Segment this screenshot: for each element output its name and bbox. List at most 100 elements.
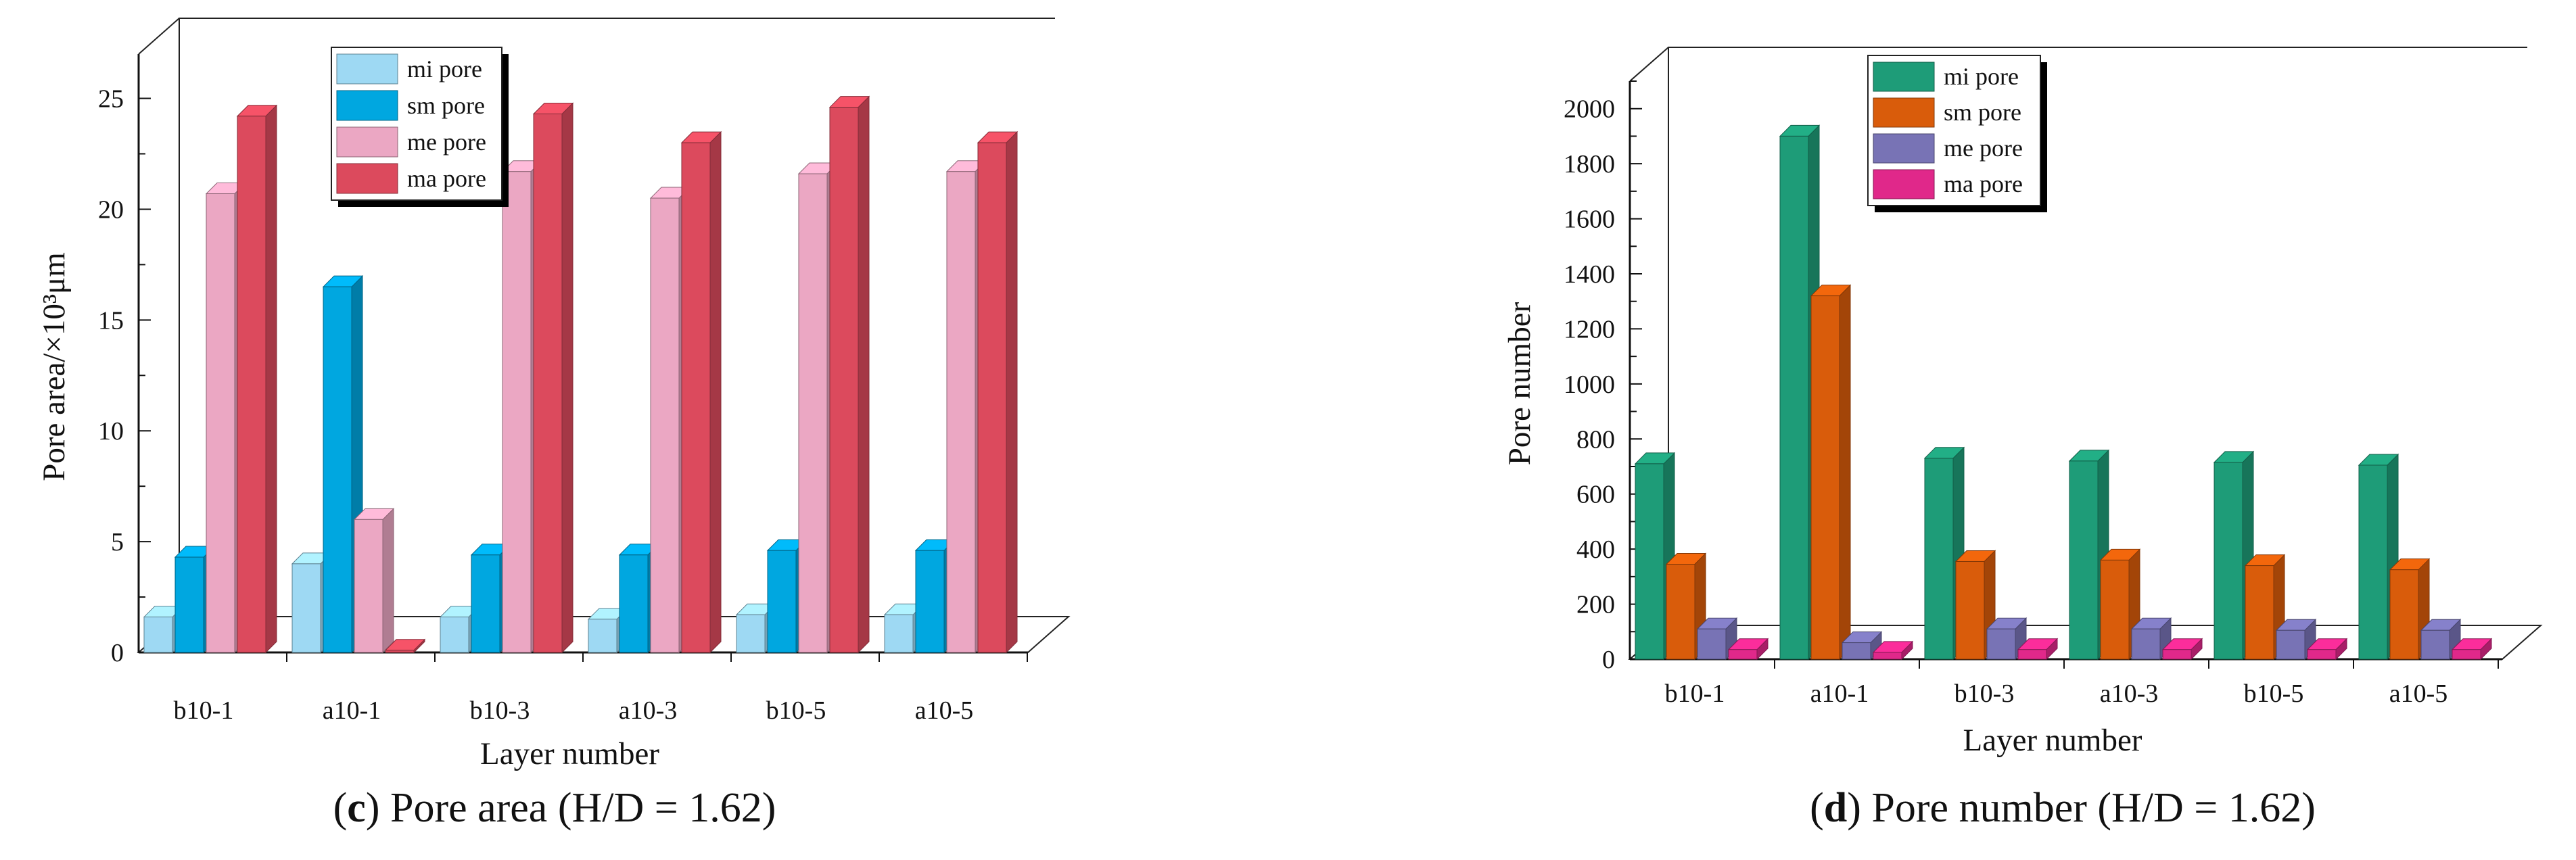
- x-tick-label: b10-3: [470, 696, 530, 725]
- bar-front: [1728, 649, 1758, 660]
- legend-swatch: [1873, 62, 1935, 92]
- x-axis-label: Layer number: [480, 736, 659, 771]
- y-axis-label: Pore number: [1502, 302, 1537, 465]
- bar-ma-pore-b10-3: [532, 102, 574, 654]
- legend-label: sm pore: [407, 92, 485, 119]
- y-tick-label: 800: [1576, 425, 1615, 454]
- bar-front: [798, 173, 828, 653]
- legend-swatch: [336, 90, 398, 121]
- legend-label: ma pore: [1944, 170, 2023, 197]
- bar-front: [681, 142, 711, 653]
- legend-swatch: [336, 126, 398, 158]
- bar-front: [2420, 629, 2450, 660]
- bar-front: [977, 142, 1007, 653]
- legend-label: ma pore: [407, 165, 486, 192]
- bar-front: [1666, 564, 1695, 660]
- bar-front: [2017, 649, 2047, 660]
- bar-ma-pore-b10-1: [1727, 638, 1769, 661]
- bar-front: [1697, 628, 1727, 660]
- bar-front: [2358, 464, 2388, 660]
- bar-front: [2214, 462, 2243, 660]
- y-tick-label: 5: [111, 528, 124, 556]
- bar-ma-pore-a10-5: [977, 130, 1018, 654]
- bar-front: [323, 286, 352, 653]
- x-tick-label: a10-3: [619, 696, 678, 725]
- y-tick-label: 400: [1576, 535, 1615, 564]
- legend-label: mi pore: [1944, 63, 2019, 90]
- legend-label: mi pore: [407, 55, 482, 82]
- bar-ma-pore-a10-1: [384, 638, 426, 654]
- legend-swatch: [1873, 169, 1935, 199]
- bar-front: [884, 614, 914, 653]
- bar-me-pore-a10-5: [2420, 619, 2462, 661]
- bar-front: [354, 519, 383, 653]
- bar-ma-pore-b10-5: [2306, 638, 2348, 661]
- x-tick-label: b10-5: [2244, 679, 2304, 708]
- y-tick-label: 1200: [1564, 315, 1615, 343]
- bar-front: [2276, 629, 2305, 660]
- bar-side: [265, 104, 277, 654]
- legend-swatch: [336, 163, 398, 194]
- bar-side: [561, 102, 573, 654]
- x-tick-label: b10-5: [766, 696, 826, 725]
- y-tick-label: 2000: [1564, 95, 1615, 124]
- bar-front: [736, 614, 766, 653]
- bar-front: [2131, 628, 2161, 660]
- y-tick-label: 15: [98, 306, 124, 335]
- bar-front: [2307, 649, 2337, 660]
- bar-ma-pore-a10-5: [2451, 638, 2493, 661]
- bar-side: [1839, 284, 1851, 661]
- y-tick-label: 25: [98, 85, 124, 114]
- bar-ma-pore-b10-1: [236, 104, 278, 654]
- y-tick-label: 1600: [1564, 206, 1615, 234]
- bar-front: [1986, 628, 2016, 660]
- bar-front: [174, 556, 204, 653]
- chart-c: 0 5 10 15 20 25 b10-1 a10-1 b10-3 a10-3 b10-5 a10-5…: [37, 18, 1071, 831]
- y-axis-label: Pore area/×10³μm: [37, 252, 72, 481]
- bar-sm-pore-a10-1: [1810, 284, 1852, 661]
- y-tick-label: 600: [1576, 481, 1615, 509]
- y-tick-label: 0: [111, 639, 124, 667]
- y-tick-label: 1000: [1564, 371, 1615, 399]
- legend: mi pore sm pore me pore ma pore: [1867, 55, 2047, 212]
- bar-side: [858, 95, 870, 654]
- legend-label: me pore: [407, 128, 486, 156]
- bar-front: [533, 114, 563, 653]
- x-tick-label: a10-5: [2389, 679, 2448, 708]
- y-tick-label: 1400: [1564, 260, 1615, 289]
- frame-edge: [138, 18, 180, 55]
- figure-caption: (c) Pore area (H/D = 1.62): [333, 785, 776, 831]
- y-tick-label: 1800: [1564, 150, 1615, 178]
- bar-front: [2100, 559, 2130, 660]
- x-tick-label: b10-1: [174, 696, 234, 725]
- x-tick-label: a10-1: [323, 696, 381, 725]
- y-tick-label: 20: [98, 195, 124, 224]
- y-tick-label: 10: [98, 417, 124, 446]
- bar-front: [1873, 652, 1902, 660]
- bar-front: [650, 197, 680, 653]
- bar-me-pore-a10-1: [353, 508, 395, 654]
- bar-front: [1955, 560, 1985, 660]
- x-axis-label: Layer number: [1963, 723, 2142, 758]
- legend-label: sm pore: [1944, 99, 2021, 126]
- bar-front: [206, 193, 235, 653]
- legend-label: me pore: [1944, 135, 2023, 162]
- chart-d: 0 200 400 600 800 1000 1200 1400 1600 1800 2000 b10…: [1502, 47, 2543, 831]
- bar-ma-pore-a10-3: [2161, 638, 2203, 661]
- x-tick-label: b10-1: [1665, 679, 1725, 708]
- x-tick-label: a10-1: [1810, 679, 1869, 708]
- legend-swatch: [1873, 97, 1935, 128]
- back-frame: [179, 18, 1055, 617]
- x-tick-label: a10-5: [915, 696, 974, 725]
- bar-front: [2389, 569, 2419, 660]
- bar-front: [471, 554, 500, 653]
- bar-front: [1842, 642, 1871, 660]
- figure-caption: (d) Pore number (H/D = 1.62): [1810, 785, 2316, 831]
- bar-front: [143, 617, 173, 653]
- bar-front: [619, 554, 649, 653]
- bar-front: [946, 171, 976, 653]
- bar-front: [1779, 135, 1809, 660]
- bar-ma-pore-b10-3: [2017, 638, 2059, 661]
- bar-front: [502, 171, 532, 653]
